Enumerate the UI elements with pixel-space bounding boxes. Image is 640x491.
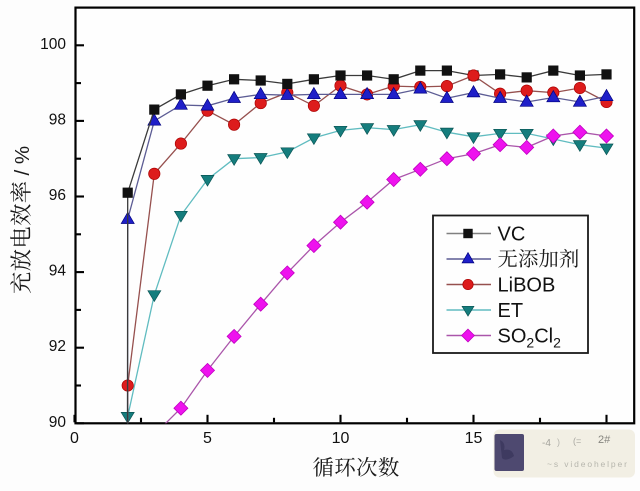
svg-text:): ): [557, 437, 560, 447]
svg-text:0: 0: [70, 430, 79, 447]
svg-text:/ %: / %: [11, 146, 34, 176]
svg-text:2#: 2#: [598, 434, 611, 446]
svg-text:ET: ET: [498, 300, 524, 322]
svg-text:98: 98: [49, 111, 66, 128]
svg-text:92: 92: [49, 338, 66, 355]
svg-text:94: 94: [49, 263, 67, 280]
svg-text:VC: VC: [498, 224, 526, 246]
svg-text:~s videohelper: ~s videohelper: [547, 459, 627, 469]
svg-text:5: 5: [203, 430, 212, 447]
svg-text:-4: -4: [542, 438, 551, 449]
svg-text:10: 10: [332, 430, 350, 447]
svg-text:15: 15: [465, 430, 483, 447]
svg-text:100: 100: [40, 36, 66, 53]
svg-text:SO2Cl2: SO2Cl2: [498, 326, 562, 351]
svg-text:(=: (=: [573, 436, 581, 446]
svg-text:90: 90: [49, 414, 67, 431]
svg-text:LiBOB: LiBOB: [498, 275, 556, 297]
svg-text:96: 96: [49, 187, 66, 204]
